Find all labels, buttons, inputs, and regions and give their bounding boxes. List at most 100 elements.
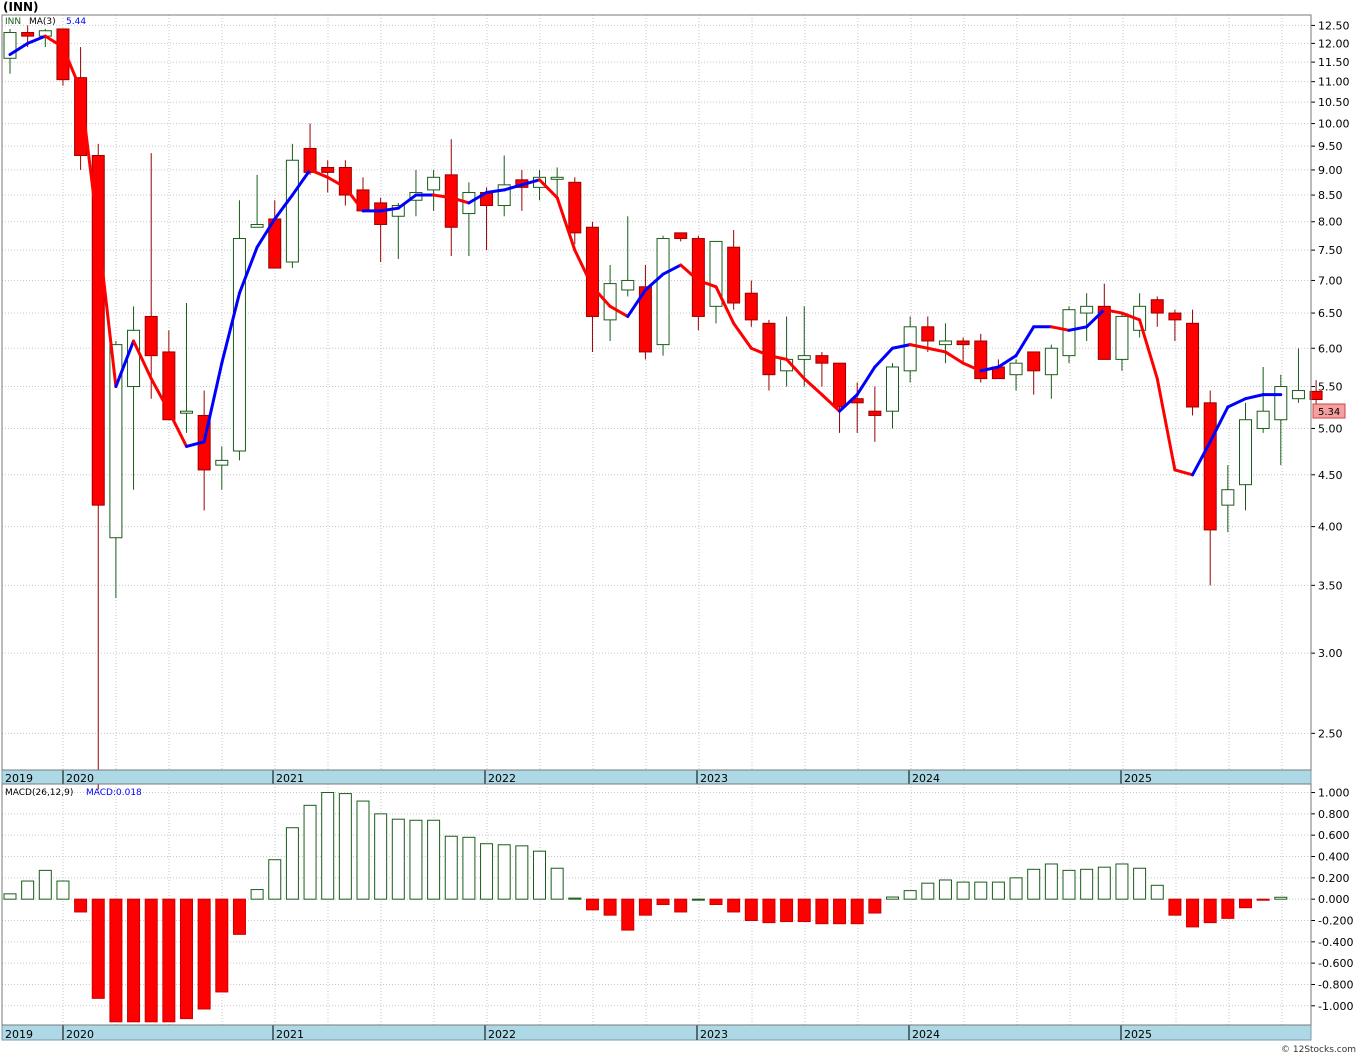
candle-up: [127, 329, 141, 388]
macd-bar-positive: [303, 804, 317, 900]
price-tick-label: 7.50: [1318, 244, 1343, 257]
candle-up: [1080, 305, 1094, 314]
macd-bar-positive: [480, 843, 494, 900]
ma-segment: [520, 178, 541, 187]
ma-segment: [590, 285, 612, 308]
ma-segment: [8, 41, 30, 57]
macd-bar-positive: [250, 889, 264, 900]
price-tick-label: 3.50: [1318, 579, 1343, 592]
ma-segment: [820, 393, 842, 413]
macd-bar-positive: [886, 896, 899, 900]
macd-bar-positive: [427, 819, 441, 900]
macd-bar-negative: [850, 898, 864, 925]
macd-bar-positive: [356, 800, 370, 900]
candle-up: [550, 176, 564, 180]
ma-segment: [1191, 440, 1212, 477]
year-label: 2024: [912, 772, 940, 785]
macd-tick-label: 1.000: [1318, 787, 1350, 800]
ma-segment: [308, 168, 330, 179]
macd-bar-negative: [603, 898, 617, 916]
copyright-text: © 12Stocks.com: [1281, 1045, 1356, 1055]
candle-down: [1186, 322, 1200, 408]
candle-down: [1168, 312, 1182, 321]
ma-segment: [237, 245, 259, 295]
macd-tick-label: -1.000: [1318, 1000, 1353, 1013]
ma-segment: [485, 188, 506, 194]
year-label: 2022: [488, 772, 516, 785]
ma-segment: [643, 272, 665, 292]
macd-bars: [3, 792, 1288, 1023]
macd-bar-positive: [21, 880, 35, 900]
ma-label: MA(3): [29, 17, 56, 27]
ma-segment: [1226, 397, 1247, 409]
macd-bar-positive: [321, 792, 335, 900]
macd-bar-positive: [991, 881, 1005, 900]
ma-segment: [220, 291, 241, 365]
price-tick-label: 9.00: [1318, 164, 1343, 177]
ma-segment: [467, 190, 489, 205]
candle-up: [621, 279, 635, 291]
ma-segment: [1049, 325, 1071, 332]
candle-up: [1044, 347, 1058, 376]
ma-segment: [785, 357, 806, 381]
x-axis-band: [1, 769, 1312, 785]
candle-up: [656, 238, 670, 346]
ma-segment: [449, 196, 471, 205]
macd-bar-positive: [1097, 866, 1111, 900]
price-tick-label: 7.00: [1318, 274, 1343, 287]
ma-segment: [396, 193, 418, 210]
ma-segment: [873, 346, 894, 369]
price-tick-label: 2.50: [1318, 727, 1343, 740]
macd-bar-positive: [1009, 877, 1023, 900]
ma-segment: [1155, 377, 1177, 472]
candle-up: [797, 355, 811, 360]
candle-down: [56, 28, 70, 81]
macd-bar-positive: [268, 859, 282, 900]
price-tick-label: 6.00: [1318, 342, 1343, 355]
ma-segment: [926, 346, 947, 354]
candle-up: [232, 238, 246, 452]
ma-segment: [114, 339, 136, 389]
macd-bar-positive: [462, 836, 476, 900]
macd-bar-negative: [74, 898, 88, 913]
candle-up: [250, 223, 264, 228]
ma-segment: [61, 45, 83, 92]
price-tick-label: 4.00: [1318, 521, 1343, 534]
candle-up: [1221, 489, 1235, 506]
year-label: 2019: [5, 1028, 33, 1041]
candle-down: [144, 315, 158, 357]
macd-bar-negative: [180, 898, 193, 1020]
candle-up: [1274, 386, 1288, 421]
candle-up: [1256, 410, 1270, 429]
x-axis-bands: 2019 2020 2021 2022 2023 2024 2025 2019 2020 2021…: [1, 769, 1312, 1041]
macd-bar-positive: [956, 881, 970, 900]
ma-segment: [343, 185, 365, 213]
ma-segment: [1120, 311, 1142, 322]
price-tick-label: 10.00: [1318, 118, 1350, 131]
macd-tick-label: 0.200: [1318, 872, 1350, 885]
candle-down: [585, 226, 599, 317]
macd-bar-negative: [833, 898, 847, 925]
macd-bar-positive: [1080, 868, 1094, 900]
candle-down: [815, 355, 829, 364]
ma-segment: [185, 440, 206, 448]
price-tick-label: 11.50: [1318, 56, 1350, 69]
macd-bar-positive: [444, 835, 458, 900]
candle-up: [180, 410, 193, 414]
macd-bar-positive: [3, 893, 17, 900]
macd-bar-positive: [1150, 884, 1164, 900]
macd-tick-label: -0.200: [1318, 914, 1353, 927]
ma-segment: [626, 288, 647, 318]
ma-segment: [502, 183, 524, 192]
ma-segment: [273, 193, 294, 221]
ma-segment: [767, 354, 789, 361]
candle-down: [691, 238, 705, 317]
candle-up: [938, 340, 952, 346]
price-tick-label: 9.50: [1318, 140, 1343, 153]
macd-tick-label: -0.600: [1318, 957, 1353, 970]
ma-segment: [573, 248, 594, 289]
macd-bar-negative: [109, 898, 123, 1023]
macd-bar-negative: [1203, 898, 1217, 924]
candle-down: [1203, 402, 1217, 531]
